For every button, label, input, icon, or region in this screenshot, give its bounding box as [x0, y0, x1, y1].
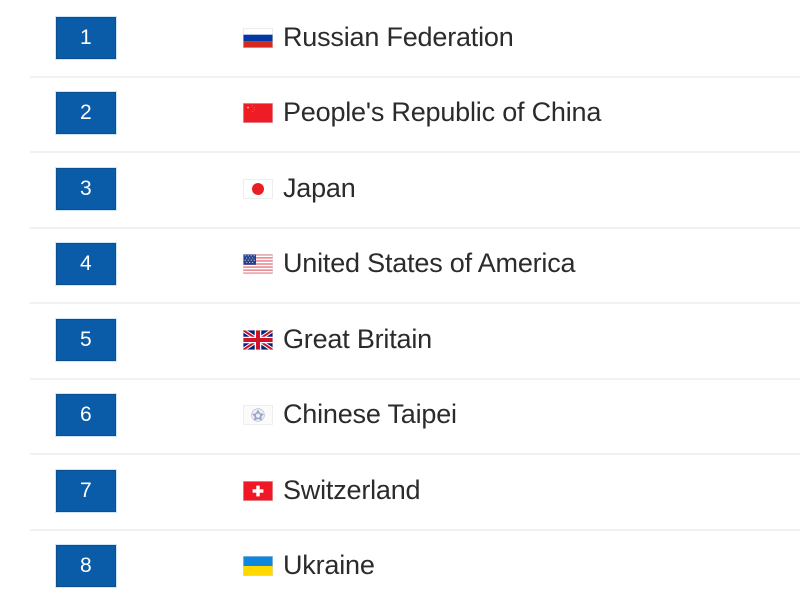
flag-chinese-taipei-icon: [243, 405, 273, 426]
flag-switzerland-icon: [243, 480, 273, 501]
flag-russia-icon: [243, 27, 273, 48]
flag-japan-icon: [243, 178, 273, 199]
rank-badge-cell: 8: [0, 545, 243, 588]
flag-usa-icon: [243, 254, 273, 275]
country-name: United States of America: [283, 248, 576, 279]
rank-badge: 2: [56, 92, 116, 135]
table-row[interactable]: 4: [0, 226, 800, 302]
table-row[interactable]: 1 Russian Federation: [0, 0, 800, 76]
country-name: Russian Federation: [283, 21, 514, 52]
country-name: People's Republic of China: [283, 97, 602, 128]
table-row[interactable]: 2 People's Republic of China: [0, 75, 800, 151]
rank-badge: 3: [56, 167, 116, 210]
rank-badge: 8: [56, 545, 116, 588]
flag-china-icon: [243, 103, 273, 124]
rank-badge: 5: [56, 318, 116, 361]
rank-badge-cell: 4: [0, 243, 243, 286]
country-name: Great Britain: [283, 323, 432, 354]
country-cell: Great Britain: [243, 323, 800, 355]
rank-badge-cell: 1: [0, 16, 243, 59]
rank-badge-cell: 2: [0, 92, 243, 135]
flag-ukraine-icon: [243, 556, 273, 577]
rank-badge: 1: [56, 16, 116, 59]
rank-badge-cell: 7: [0, 469, 243, 512]
country-cell: Chinese Taipei: [243, 400, 800, 430]
country-name: Japan: [283, 172, 356, 203]
country-cell: Ukraine: [243, 551, 800, 581]
table-row[interactable]: 8 Ukraine: [0, 528, 800, 600]
rank-badge-cell: 3: [0, 167, 243, 210]
table-row[interactable]: 3 Japan: [0, 151, 800, 227]
flag-great-britain-icon: [243, 329, 273, 350]
country-cell: Switzerland: [243, 474, 800, 506]
country-cell: People's Republic of China: [243, 98, 800, 128]
country-name: Switzerland: [283, 474, 421, 505]
table-row[interactable]: 6 Chinese Taipei: [0, 377, 800, 453]
rank-badge: 4: [56, 243, 116, 286]
country-cell: Japan: [243, 172, 800, 204]
rank-badge: 7: [56, 469, 116, 512]
table-row[interactable]: 7 Switzerland: [0, 453, 800, 529]
country-name: Chinese Taipei: [283, 399, 457, 430]
country-cell: United States of America: [243, 249, 800, 279]
rank-badge-cell: 6: [0, 394, 243, 437]
country-cell: Russian Federation: [243, 21, 800, 53]
table-row[interactable]: 5 Great Britain: [0, 302, 800, 378]
country-name: Ukraine: [283, 550, 375, 581]
rank-badge: 6: [56, 394, 116, 437]
rank-badge-cell: 5: [0, 318, 243, 361]
